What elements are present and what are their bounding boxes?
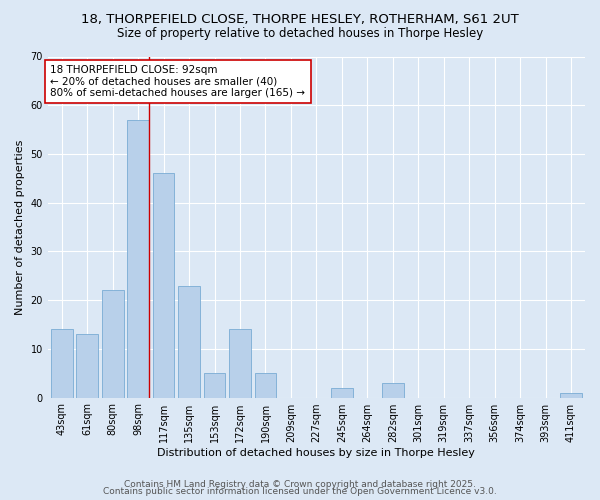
Bar: [127, 120, 149, 398]
Text: 18 THORPEFIELD CLOSE: 92sqm
← 20% of detached houses are smaller (40)
80% of sem: 18 THORPEFIELD CLOSE: 92sqm ← 20% of det…: [50, 65, 305, 98]
Bar: [560, 392, 582, 398]
Text: Contains public sector information licensed under the Open Government Licence v3: Contains public sector information licen…: [103, 487, 497, 496]
Bar: [51, 330, 73, 398]
Bar: [382, 383, 404, 398]
Text: 18, THORPEFIELD CLOSE, THORPE HESLEY, ROTHERHAM, S61 2UT: 18, THORPEFIELD CLOSE, THORPE HESLEY, RO…: [81, 12, 519, 26]
Bar: [204, 373, 226, 398]
Text: Size of property relative to detached houses in Thorpe Hesley: Size of property relative to detached ho…: [117, 28, 483, 40]
X-axis label: Distribution of detached houses by size in Thorpe Hesley: Distribution of detached houses by size …: [157, 448, 475, 458]
Bar: [153, 174, 175, 398]
Bar: [229, 330, 251, 398]
Y-axis label: Number of detached properties: Number of detached properties: [15, 140, 25, 314]
Text: Contains HM Land Registry data © Crown copyright and database right 2025.: Contains HM Land Registry data © Crown c…: [124, 480, 476, 489]
Bar: [102, 290, 124, 398]
Bar: [178, 286, 200, 398]
Bar: [254, 373, 276, 398]
Bar: [331, 388, 353, 398]
Bar: [76, 334, 98, 398]
